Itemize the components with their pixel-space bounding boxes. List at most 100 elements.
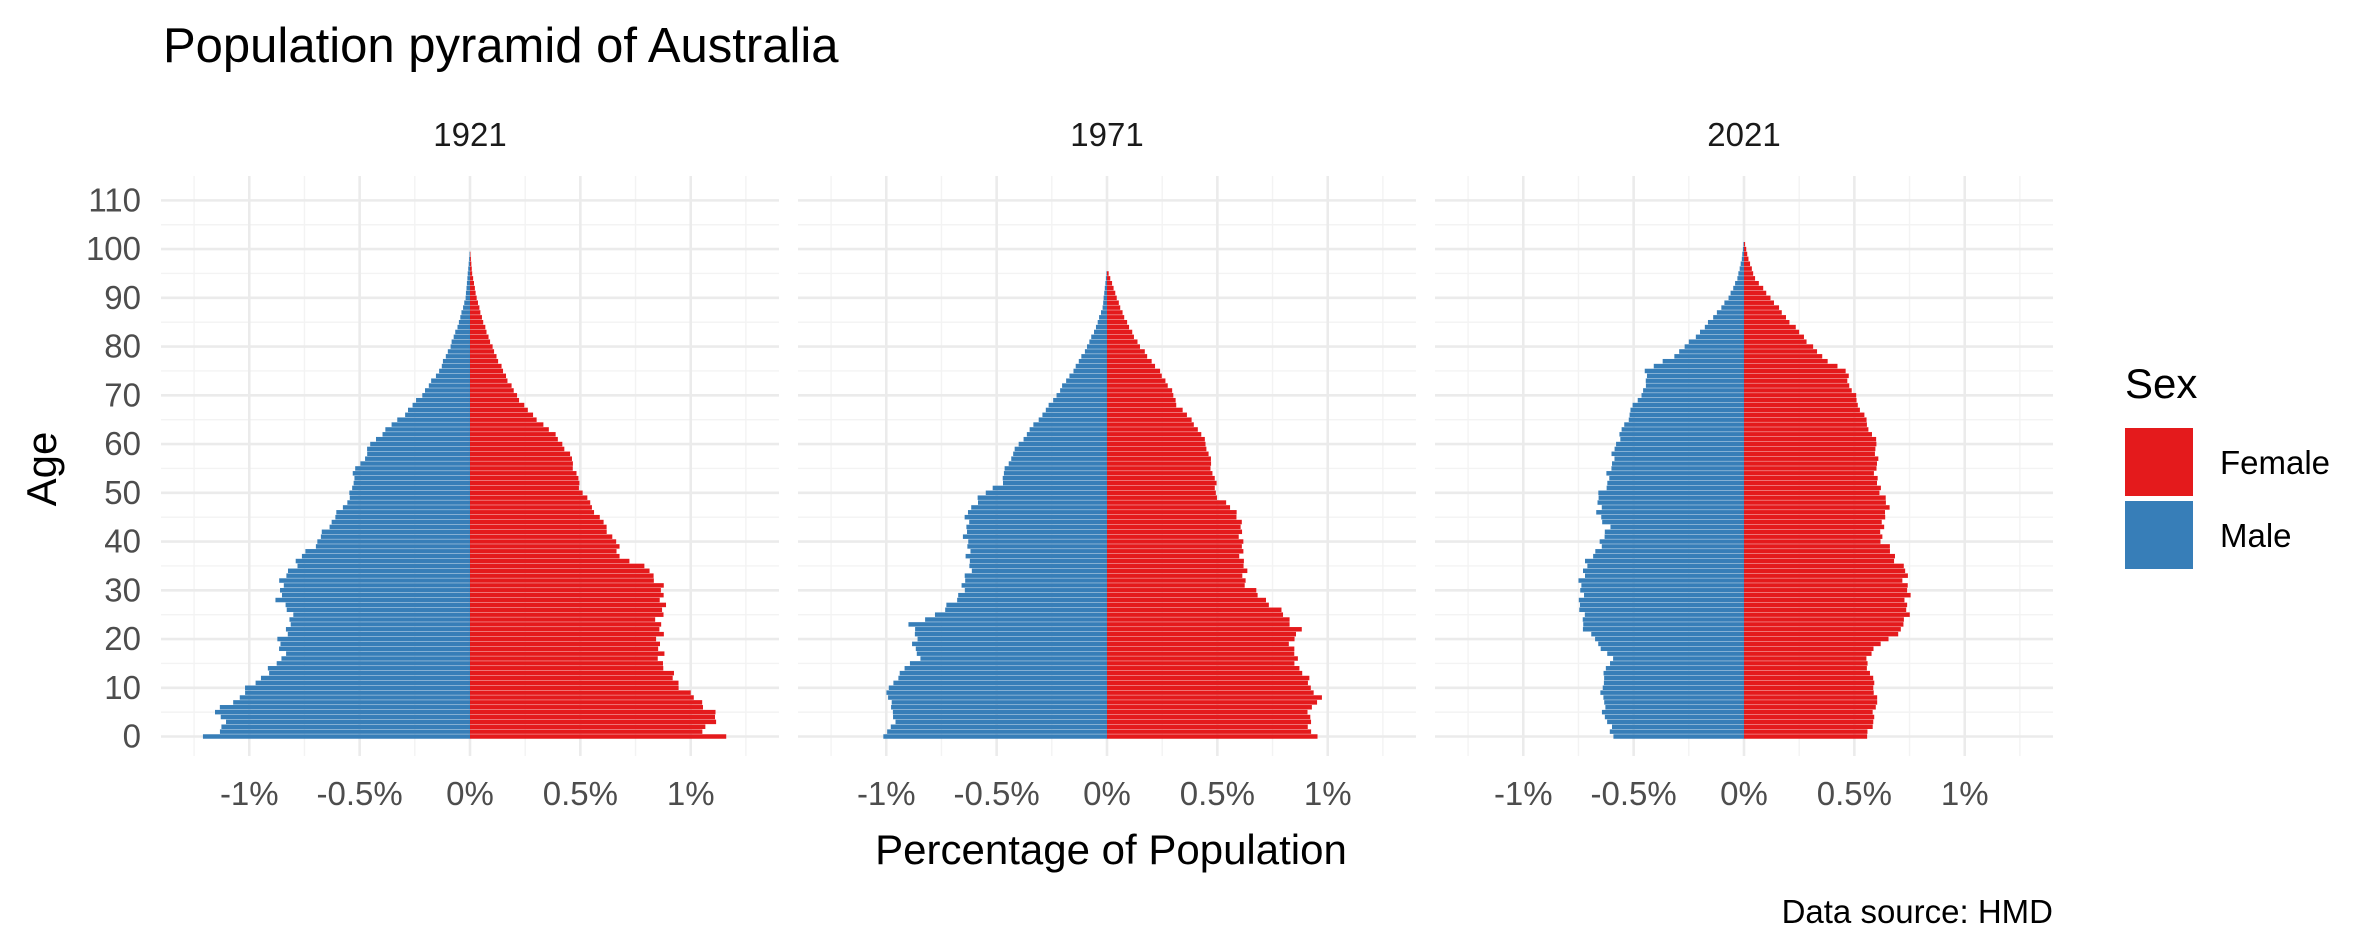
bar-female <box>1744 631 1899 637</box>
bar-female <box>1107 290 1116 296</box>
bar-female <box>1107 471 1213 476</box>
bar-female <box>1107 441 1206 447</box>
bar-female <box>1107 685 1311 691</box>
bar-male <box>914 631 1107 637</box>
bar-male <box>1596 510 1744 515</box>
bar-female <box>470 451 571 457</box>
bar-male <box>1018 441 1107 447</box>
bar-male <box>320 534 470 539</box>
bar-male <box>280 588 470 593</box>
bar-female <box>470 690 691 695</box>
bar-female <box>1107 388 1173 393</box>
bar-male <box>445 354 470 359</box>
x-tick-label: 0% <box>1083 775 1131 812</box>
bar-female <box>1107 534 1239 539</box>
bar-female <box>470 709 716 715</box>
bar-female <box>1107 407 1183 413</box>
bar-male <box>1587 563 1744 569</box>
bar-male <box>367 451 470 457</box>
bar-female <box>1744 646 1874 652</box>
bar-female <box>1744 729 1868 734</box>
bar-male <box>375 436 470 442</box>
bar-male <box>962 534 1107 539</box>
bar-male <box>1624 422 1744 427</box>
y-tick-label: 70 <box>104 376 141 413</box>
bar-male <box>1105 276 1107 281</box>
bar-female <box>470 602 667 608</box>
bar-male <box>1741 256 1744 262</box>
bar-male <box>245 685 470 691</box>
bar-female <box>1744 412 1865 418</box>
bar-male <box>428 383 470 388</box>
bar-female <box>470 436 558 442</box>
chart-caption: Data source: HMD <box>1782 893 2053 930</box>
legend-key-male <box>2125 501 2193 569</box>
bar-male <box>1704 324 1744 330</box>
bar-male <box>1713 315 1744 320</box>
bar-male <box>260 675 470 681</box>
y-tick-label: 90 <box>104 279 141 316</box>
bar-male <box>1094 329 1107 335</box>
bar-male <box>1621 427 1744 432</box>
bar-female <box>1107 627 1302 632</box>
bar-female <box>1107 670 1303 676</box>
bar-female <box>470 446 565 452</box>
bar-female <box>470 510 595 515</box>
bar-female <box>470 622 662 627</box>
bar-female <box>1744 597 1905 603</box>
bar-female <box>470 485 579 491</box>
bar-male <box>295 558 470 564</box>
bar-female <box>470 651 665 656</box>
bar-female <box>1744 334 1804 340</box>
bar-male <box>961 583 1107 588</box>
bar-male <box>1087 344 1107 349</box>
bar-female <box>1744 588 1908 593</box>
bar-male <box>321 529 470 535</box>
x-tick-label: 0.5% <box>543 775 618 812</box>
bar-female <box>1744 276 1756 281</box>
bar-male <box>1581 583 1744 588</box>
bar-female <box>1107 412 1187 418</box>
bar-female <box>1107 393 1174 398</box>
bar-male <box>352 485 470 491</box>
bar-male <box>888 695 1107 700</box>
bar-female <box>470 397 520 403</box>
bar-female <box>1744 627 1901 632</box>
bar-male <box>405 412 470 418</box>
bar-female <box>1107 363 1156 369</box>
bar-male <box>1603 680 1744 686</box>
bar-male <box>1078 358 1107 364</box>
bar-female <box>1744 461 1877 466</box>
bar-male <box>286 651 470 656</box>
bar-male <box>971 505 1107 510</box>
bar-male <box>1716 310 1744 315</box>
bar-female <box>1107 641 1289 647</box>
bar-female <box>1744 378 1848 383</box>
bar-female <box>1744 315 1786 320</box>
bar-male <box>1605 705 1744 710</box>
bar-female <box>470 290 476 296</box>
bar-female <box>1107 324 1130 330</box>
bar-male <box>1584 592 1744 598</box>
bar-female <box>1107 607 1282 613</box>
bar-male <box>365 456 470 461</box>
bar-female <box>1744 363 1838 369</box>
bar-male <box>1008 461 1107 466</box>
bar-female <box>470 285 475 291</box>
bar-female <box>1107 485 1215 491</box>
bar-male <box>1602 519 1744 525</box>
bar-male <box>925 617 1107 622</box>
bar-male <box>1604 675 1744 681</box>
bar-female <box>1107 612 1284 617</box>
bar-male <box>985 490 1107 496</box>
bar-male <box>966 524 1107 530</box>
bar-male <box>886 690 1107 695</box>
bar-female <box>1107 271 1109 276</box>
bar-male <box>1619 432 1744 437</box>
bar-female <box>1744 339 1807 344</box>
bar-female <box>1744 295 1771 301</box>
legend: Sex Female Male <box>2125 360 2330 569</box>
bar-female <box>470 553 620 559</box>
bar-male <box>469 256 470 262</box>
bar-male <box>1056 393 1107 398</box>
